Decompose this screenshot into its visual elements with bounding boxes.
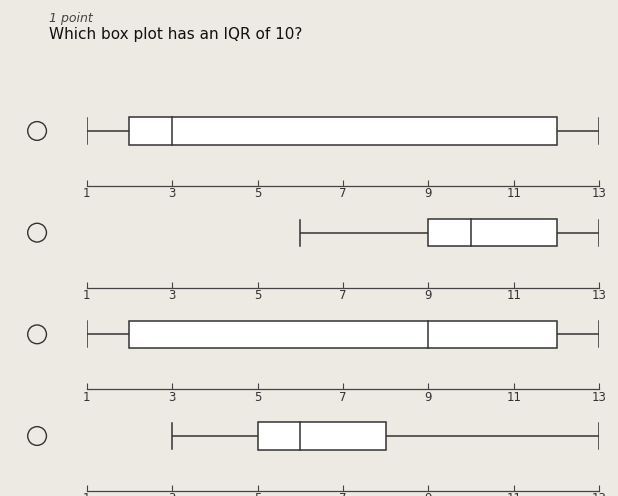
Bar [129,320,557,348]
Text: Which box plot has an IQR of 10?: Which box plot has an IQR of 10? [49,27,303,42]
Bar [129,117,557,145]
Bar [428,219,557,247]
Bar [258,422,386,450]
Text: 1 point: 1 point [49,12,93,25]
